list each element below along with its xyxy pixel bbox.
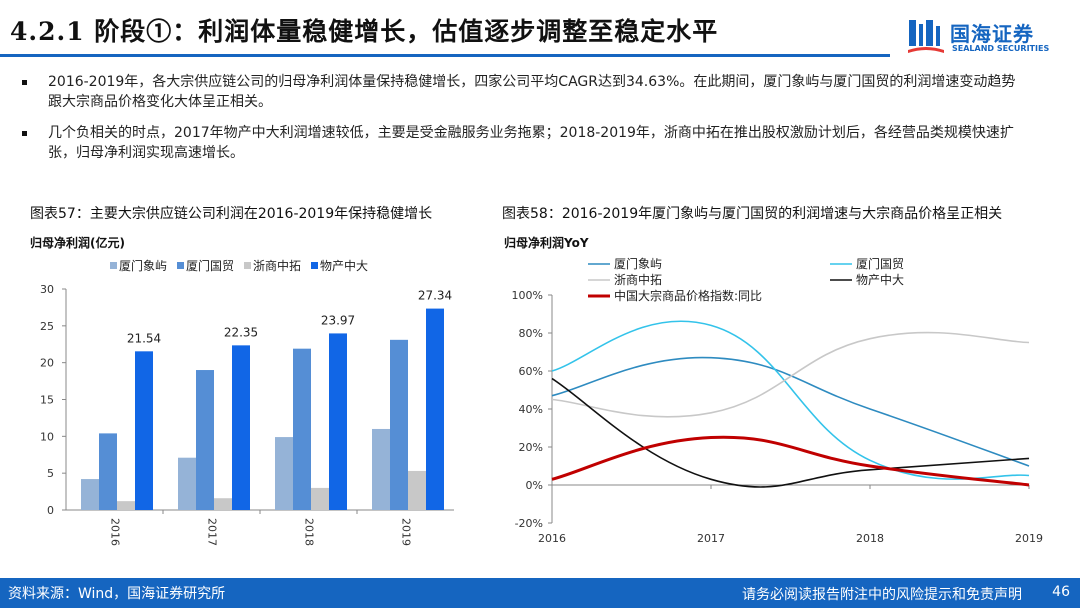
series-line — [551, 356, 1030, 467]
legend-label: 厦门国贸 — [856, 256, 904, 271]
bar — [178, 457, 196, 510]
bar-chart: 厦门象屿 厦门国贸 浙商中拓 物产中大 0 5 10 15 20 25 30 21.54 2016 22.… — [40, 258, 454, 546]
y-tick-label: 15 — [40, 394, 54, 407]
bar — [196, 370, 214, 510]
chart-right-ylabel: 归母净利润YoY — [504, 236, 589, 250]
x-tick-label: 2016 — [109, 518, 122, 546]
logo-text-en: SEALAND SECURITIES — [952, 44, 1050, 53]
legend-label: 浙商中拓 — [614, 272, 662, 287]
title-divider — [0, 54, 890, 57]
bar — [275, 437, 293, 510]
x-tick-label: 2018 — [303, 518, 316, 546]
y-tick-label: 0% — [526, 479, 543, 492]
x-tick-label: 2018 — [856, 532, 884, 545]
footer-bar: 资料来源：Wind，国海证券研究所 请务必阅读报告附注中的风险提示和免责声明 4… — [0, 578, 1080, 608]
y-tick-label: 40% — [519, 403, 543, 416]
company-logo: 国海证券 SEALAND SECURITIES — [906, 16, 1076, 60]
bar — [311, 487, 329, 510]
y-tick-label: 25 — [40, 320, 54, 333]
bar — [372, 428, 390, 510]
y-tick-label: 5 — [47, 467, 54, 480]
bar — [408, 470, 426, 510]
x-tick-label: 2016 — [538, 532, 566, 545]
page-number: 46 — [1052, 584, 1070, 600]
bar — [426, 308, 444, 510]
series-line — [551, 320, 1030, 480]
legend-label: 中国大宗商品价格指数:同比 — [614, 288, 762, 303]
y-tick-label: 60% — [519, 365, 543, 378]
chart-left-title: 图表57：主要大宗供应链公司利润在2016-2019年保持稳健增长 — [30, 206, 433, 222]
data-label: 21.54 — [127, 331, 161, 345]
legend-swatch — [244, 262, 251, 269]
bar — [117, 501, 135, 510]
x-tick-label: 2017 — [206, 518, 219, 546]
chart-left-ylabel: 归母净利润(亿元) — [30, 236, 125, 250]
chart-right-title: 图表58：2016-2019年厦门象屿与厦门国贸的利润增速与大宗商品价格呈正相关 — [502, 206, 1003, 222]
data-label: 22.35 — [224, 325, 258, 339]
data-label: 27.34 — [418, 289, 452, 303]
bar — [232, 345, 250, 510]
x-tick-label: 2019 — [1015, 532, 1043, 545]
series-line — [551, 377, 1030, 488]
y-tick-label: 20% — [519, 441, 543, 454]
bar — [214, 498, 232, 510]
footer-source: 资料来源：Wind，国海证券研究所 — [8, 586, 226, 602]
series-line — [551, 435, 1030, 487]
x-tick-label: 2019 — [400, 518, 413, 546]
y-tick-label: 30 — [40, 283, 54, 296]
footer-disclaimer: 请务必阅读报告附注中的风险提示和免责声明 — [742, 587, 1022, 603]
logo-text-cn: 国海证券 — [950, 22, 1034, 46]
legend-swatch — [311, 262, 318, 269]
bullet-item: 几个负相关的时点，2017年物产中大利润增速较低，主要是受金融服务业务拖累；20… — [18, 123, 1018, 163]
page-title: 4.2.1 阶段①：利润体量稳健增长，估值逐步调整至稳定水平 — [10, 17, 719, 46]
legend-label: 厦门象屿 — [614, 256, 662, 271]
legend-swatch — [110, 262, 117, 269]
y-tick-label: 0 — [47, 504, 54, 517]
y-tick-label: 80% — [519, 327, 543, 340]
y-tick-label: -20% — [515, 517, 543, 530]
y-tick-label: 20 — [40, 357, 54, 370]
legend-label: 厦门象屿 — [119, 258, 167, 273]
bar — [99, 433, 117, 510]
data-label: 23.97 — [321, 313, 355, 327]
y-tick-label: 100% — [512, 289, 543, 302]
legend-label: 厦门国贸 — [186, 258, 234, 273]
bullet-item: 2016-2019年，各大宗供应链公司的归母净利润体量保持稳健增长，四家公司平均… — [18, 72, 1018, 112]
logo-icon — [908, 20, 944, 53]
legend-label: 物产中大 — [856, 272, 904, 287]
legend-label: 物产中大 — [320, 258, 368, 273]
bar — [135, 351, 153, 510]
bullet-list: 2016-2019年，各大宗供应链公司的归母净利润体量保持稳健增长，四家公司平均… — [18, 72, 1018, 174]
bar — [390, 339, 408, 510]
y-tick-label: 10 — [40, 430, 54, 443]
bar — [293, 348, 311, 510]
series-line — [551, 331, 1030, 418]
legend-label: 浙商中拓 — [253, 258, 301, 273]
bar — [329, 333, 347, 510]
x-tick-label: 2017 — [697, 532, 725, 545]
bar — [81, 479, 99, 510]
legend-swatch — [177, 262, 184, 269]
